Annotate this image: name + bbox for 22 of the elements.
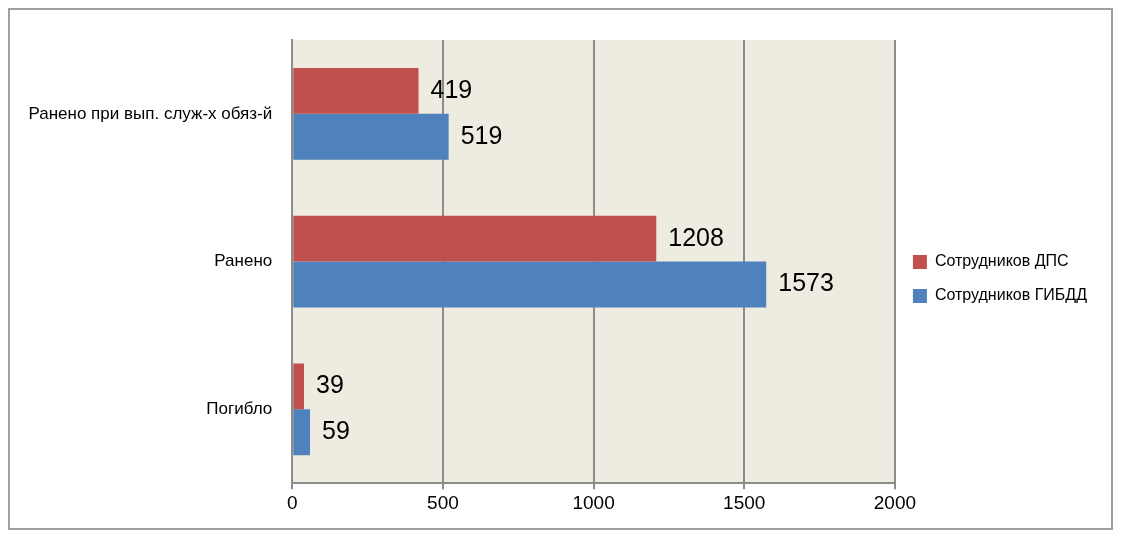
x-tick-label: 0 xyxy=(286,491,298,513)
legend-label: Сотрудников ГИБДД xyxy=(934,286,1088,304)
x-tick-label: 1000 xyxy=(572,491,615,513)
data-label: 1573 xyxy=(778,268,834,297)
x-tick-label: 1500 xyxy=(723,491,766,513)
legend-label: Сотрудников ДПС xyxy=(934,252,1069,270)
bar xyxy=(293,363,304,410)
x-tick-label: 500 xyxy=(427,491,459,513)
data-label: 519 xyxy=(460,120,503,149)
data-label: 59 xyxy=(322,416,350,445)
data-label: 419 xyxy=(430,74,473,103)
bar xyxy=(293,261,767,308)
data-label: 39 xyxy=(316,370,344,399)
data-label: 1208 xyxy=(668,222,724,251)
bar xyxy=(293,113,449,160)
x-tick-label: 2000 xyxy=(873,491,917,513)
bar xyxy=(293,409,311,456)
bar xyxy=(293,68,419,114)
y-tick-label: Ранено xyxy=(214,251,273,271)
y-tick-label: Погибло xyxy=(206,399,273,419)
bar xyxy=(293,215,657,262)
y-tick-label: Ранено при вып. служ-х обяз-й xyxy=(28,103,273,123)
